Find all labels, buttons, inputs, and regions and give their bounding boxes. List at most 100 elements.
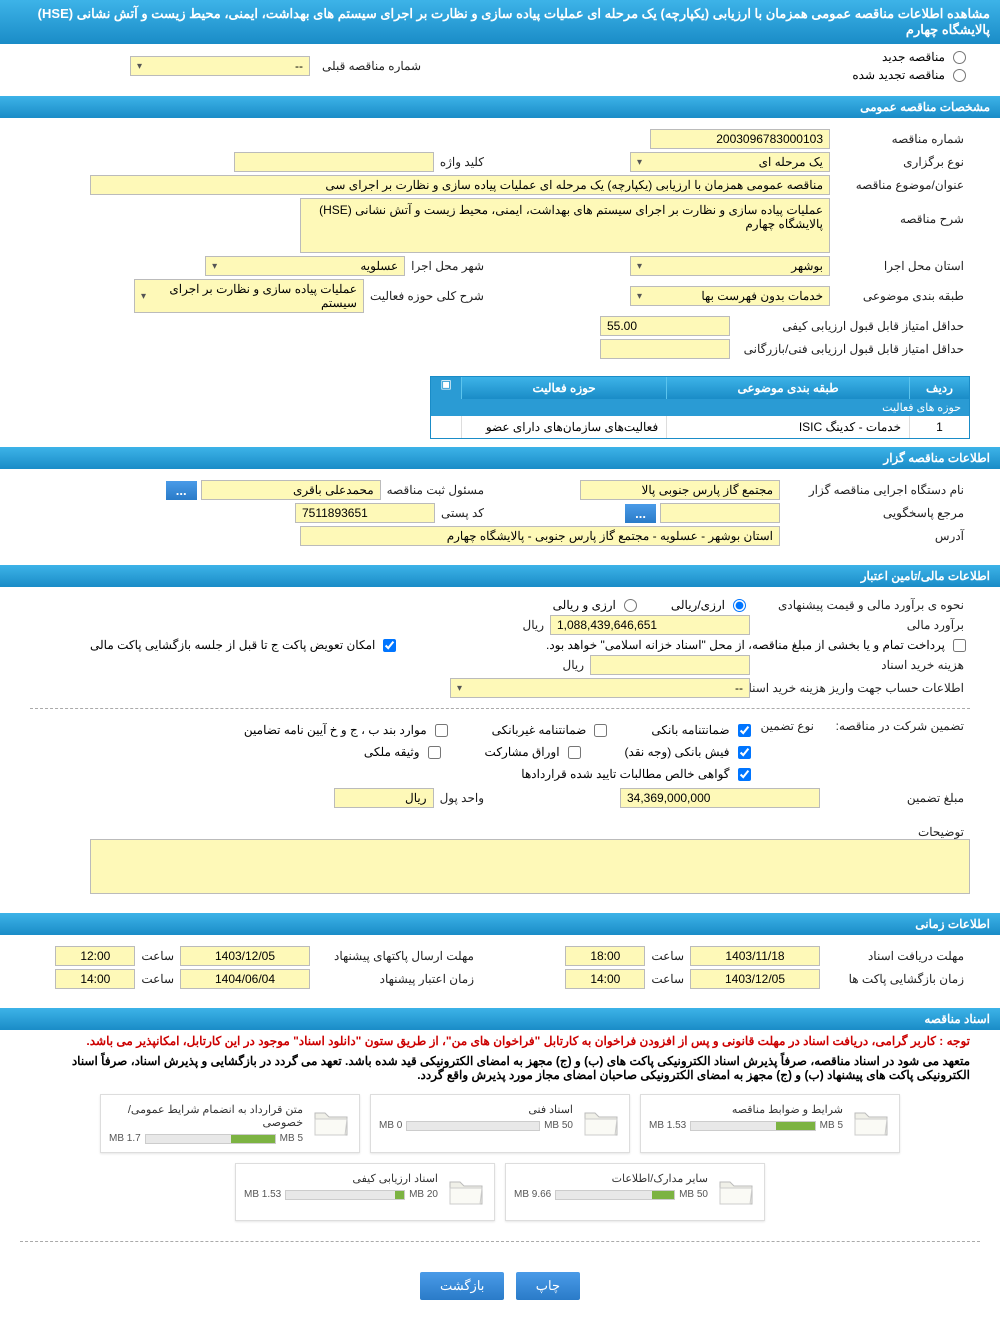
tender-number-label: شماره مناقصه xyxy=(830,132,970,146)
holding-type-dropdown[interactable]: یک مرحله ای ▾ xyxy=(630,152,830,172)
payment-note-label: پرداخت تمام و یا بخشی از مبلغ مناقصه، از… xyxy=(546,638,945,652)
time-label-2: ساعت xyxy=(135,949,180,963)
doc-title: شرایط و ضوابط مناقصه xyxy=(649,1103,843,1116)
doc-cost-field xyxy=(590,655,750,675)
progress-fill xyxy=(395,1191,404,1199)
radio-foreign-label: ارزی و ریالی xyxy=(553,598,616,612)
keyword-field[interactable] xyxy=(234,152,434,172)
registrar-field: محمدعلی باقری xyxy=(201,480,381,500)
separator xyxy=(20,1241,980,1242)
chk-property[interactable]: وثیقه ملکی xyxy=(364,745,445,759)
section-timing: اطلاعات زمانی xyxy=(0,913,1000,935)
classification-dropdown[interactable]: خدمات بدون فهرست بها ▾ xyxy=(630,286,830,306)
doc-card[interactable]: اسناد ارزیابی کیفی 20 MB 1.53 MB xyxy=(235,1163,495,1221)
print-button[interactable]: چاپ xyxy=(516,1272,580,1300)
prev-number-dropdown[interactable]: -- ▾ xyxy=(130,56,310,76)
radio-rial[interactable]: ارزی/ریالی xyxy=(671,598,750,612)
currency-unit-field: ریال xyxy=(334,788,434,808)
postal-code-field: 7511893651 xyxy=(295,503,435,523)
progress-bar xyxy=(555,1190,675,1200)
radio-foreign[interactable]: ارزی و ریالی xyxy=(553,598,641,612)
table-row: 1 خدمات - کدینگ ISIC فعالیت‌های سازمان‌ه… xyxy=(431,416,969,438)
progress-fill xyxy=(776,1122,814,1130)
description-field: عملیات پیاده سازی و نظارت بر اجرای سیستم… xyxy=(300,198,830,253)
proposal-validity-label: زمان اعتبار پیشنهاد xyxy=(310,972,480,986)
notes-field[interactable] xyxy=(90,839,970,894)
td-class: خدمات - کدینگ ISIC xyxy=(666,416,909,438)
progress-bar xyxy=(285,1190,405,1200)
replace-envelope-checkbox[interactable] xyxy=(383,639,396,652)
radio-new-label: مناقصه جدید xyxy=(882,50,945,64)
doc-used: 1.53 MB xyxy=(649,1120,686,1131)
registrar-label: مسئول ثبت مناقصه xyxy=(381,483,490,497)
replace-envelope-label: امکان تعویض پاکت ج تا قبل از جلسه بازگشا… xyxy=(90,638,375,652)
tender-type-radios: مناقصه جدید مناقصه تجدید شده شماره مناقص… xyxy=(0,44,1000,88)
chevron-down-icon: ▾ xyxy=(141,291,146,302)
min-quality-label: حداقل امتیاز قابل قبول ارزیابی کیفی xyxy=(730,319,970,333)
estimate-label: برآورد مالی xyxy=(750,618,970,632)
folder-icon xyxy=(851,1103,891,1143)
payment-note-checkbox[interactable] xyxy=(953,639,966,652)
registrar-lookup-button[interactable]: ... xyxy=(166,481,197,500)
guarantee-amount-field: 34,369,000,000 xyxy=(620,788,820,808)
proposal-send-label: مهلت ارسال پاکتهای پیشنهاد xyxy=(310,949,480,963)
address-field: استان بوشهر - عسلویه - مجتمع گاز پارس جن… xyxy=(300,526,780,546)
th-domain: حوزه فعالیت xyxy=(461,377,666,399)
doc-used: 1.7 MB xyxy=(109,1133,141,1144)
proposal-send-date: 1403/12/05 xyxy=(180,946,310,966)
min-tech-label: حداقل امتیاز قابل قبول ارزیابی فنی/بازرگ… xyxy=(730,342,970,356)
response-ref-lookup-button[interactable]: ... xyxy=(625,504,656,523)
chk-claims[interactable]: گواهی خالص مطالبات تایید شده قراردادها xyxy=(521,767,754,781)
chk-bank-receipt[interactable]: فیش بانکی (وجه نقد) xyxy=(625,745,755,759)
radio-rial-input[interactable] xyxy=(733,599,746,612)
province-dropdown[interactable]: بوشهر ▾ xyxy=(630,256,830,276)
radio-new-input[interactable] xyxy=(953,51,966,64)
guarantee-type-label: نوع تضمین xyxy=(755,719,820,733)
bottom-buttons: چاپ بازگشت xyxy=(0,1252,1000,1320)
keyword-label: کلید واژه xyxy=(434,155,490,169)
envelope-open-time: 14:00 xyxy=(565,969,645,989)
radio-renewed-input[interactable] xyxy=(953,69,966,82)
response-ref-field xyxy=(660,503,780,523)
holding-type-label: نوع برگزاری xyxy=(830,155,970,169)
time-label-4: ساعت xyxy=(135,972,180,986)
estimate-field: 1,088,439,646,651 xyxy=(550,615,750,635)
doc-card[interactable]: اسناد فنی 50 MB 0 MB xyxy=(370,1094,630,1153)
radio-rial-label: ارزی/ریالی xyxy=(671,598,725,612)
chk-bank-guarantee[interactable]: ضمانتنامه بانکی xyxy=(651,723,754,737)
proposal-validity-date: 1404/06/04 xyxy=(180,969,310,989)
radio-new-tender[interactable]: مناقصه جدید xyxy=(447,50,970,64)
doc-card[interactable]: متن قرارداد به انضمام شرایط عمومی/خصوصی … xyxy=(100,1094,360,1153)
tender-number-field: 2003096783000103 xyxy=(650,129,830,149)
province-label: استان محل اجرا xyxy=(830,259,970,273)
doc-title: سایر مدارک/اطلاعات xyxy=(514,1172,708,1185)
payment-note-check[interactable]: پرداخت تمام و یا بخشی از مبلغ مناقصه، از… xyxy=(400,638,970,652)
currency-unit: ریال xyxy=(516,618,550,632)
doc-card[interactable]: شرایط و ضوابط مناقصه 5 MB 1.53 MB xyxy=(640,1094,900,1153)
chk-nonbank-guarantee[interactable]: ضمانتنامه غیربانکی xyxy=(492,723,612,737)
doc-card[interactable]: سایر مدارک/اطلاعات 50 MB 9.66 MB xyxy=(505,1163,765,1221)
replace-envelope-check[interactable]: امکان تعویض پاکت ج تا قبل از جلسه بازگشا… xyxy=(90,638,400,652)
section-financial: اطلاعات مالی/تامین اعتبار xyxy=(0,565,1000,587)
city-dropdown[interactable]: عسلویه ▾ xyxy=(205,256,405,276)
radio-renewed-tender[interactable]: مناقصه تجدید شده xyxy=(447,68,970,82)
city-label: شهر محل اجرا xyxy=(405,259,490,273)
prev-number-label: شماره مناقصه قبلی xyxy=(316,59,427,73)
chk-bonds[interactable]: اوراق مشارکت xyxy=(485,745,585,759)
documents-grid: شرایط و ضوابط مناقصه 5 MB 1.53 MB اسناد … xyxy=(0,1084,1000,1231)
chevron-down-icon: ▾ xyxy=(212,261,217,272)
chevron-down-icon: ▾ xyxy=(457,683,462,694)
chk-cases[interactable]: موارد بند ب ، ج و خ آیین نامه تضامین xyxy=(244,723,452,737)
participation-label: تضمین شرکت در مناقصه: xyxy=(820,719,970,733)
page-title-bar: مشاهده اطلاعات مناقصه عمومی همزمان با ار… xyxy=(0,0,1000,44)
chevron-down-icon: ▾ xyxy=(137,61,142,72)
chevron-down-icon: ▾ xyxy=(637,291,642,302)
activity-table-header: ردیف طبقه بندی موضوعی حوزه فعالیت ▣ xyxy=(431,377,969,399)
account-info-dropdown[interactable]: -- ▾ xyxy=(450,678,750,698)
org-name-field: مجتمع گاز پارس جنوبی پالا xyxy=(580,480,780,500)
back-button[interactable]: بازگشت xyxy=(420,1272,504,1300)
radio-foreign-input[interactable] xyxy=(624,599,637,612)
activity-desc-dropdown[interactable]: عملیات پیاده سازی و نظارت بر اجرای سیستم… xyxy=(134,279,364,313)
collapse-icon[interactable]: ▣ xyxy=(431,377,461,399)
org-name-label: نام دستگاه اجرایی مناقصه گزار xyxy=(780,483,970,497)
